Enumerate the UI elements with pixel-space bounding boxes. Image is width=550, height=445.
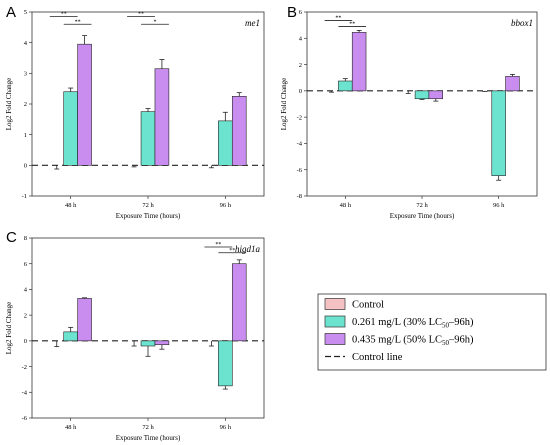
y-tick-label: -2: [297, 114, 302, 121]
bar-s2-c0: [77, 43, 92, 166]
y-tick-label: 4: [24, 40, 28, 47]
y-tick-label: -4: [22, 389, 28, 396]
y-tick-label: -8: [297, 193, 302, 200]
y-tick-label: 2: [299, 62, 302, 69]
significance-label: **: [138, 12, 144, 18]
x-tick-label: 48 h: [65, 202, 77, 209]
significance-label: **: [349, 21, 355, 27]
panel-letter: A: [6, 4, 16, 21]
y-tick-label: 0: [24, 338, 27, 345]
x-tick-label: 72 h: [416, 202, 428, 209]
legend-label-3: Control line: [352, 352, 403, 363]
legend-label-2: 0.435 mg/L (50% LC50–96h): [352, 335, 474, 348]
bar-s1-c1: [414, 90, 430, 100]
bar-s1-c1: [140, 111, 156, 166]
y-axis-label: Log2 Fold Change: [280, 78, 288, 131]
x-axis-label: Exposure Time (hours): [116, 434, 181, 442]
bar-s2-c2: [505, 76, 520, 92]
significance-label: **: [61, 12, 67, 18]
x-tick-label: 72 h: [142, 424, 154, 431]
bar-s2-c1: [428, 90, 443, 100]
legend-swatch-0: [324, 298, 346, 310]
legend-frame: [317, 293, 547, 371]
y-tick-label: 6: [299, 9, 303, 16]
y-tick-label: -1: [22, 193, 27, 200]
y-tick-label: 4: [299, 35, 303, 42]
bar-s1-c2: [218, 120, 233, 166]
x-axis-label: Exposure Time (hours): [116, 212, 181, 220]
gene-label: higd1a: [235, 244, 261, 254]
bar-s2-c2: [231, 263, 247, 342]
y-tick-label: -6: [297, 167, 303, 174]
x-tick-label: 96 h: [493, 202, 505, 209]
gene-label: me1: [245, 18, 260, 28]
y-tick-label: -6: [22, 415, 28, 422]
x-tick-label: 48 h: [340, 202, 352, 209]
y-tick-label: 1: [24, 132, 27, 139]
y-tick-label: 0: [299, 88, 302, 95]
y-tick-label: 2: [24, 101, 27, 108]
bar-s1-c0: [338, 80, 353, 92]
y-tick-label: 2: [24, 312, 27, 319]
y-tick-label: 0: [24, 163, 27, 170]
bar-s1-c0: [63, 91, 78, 166]
significance-label: **: [75, 19, 81, 25]
x-tick-label: 72 h: [142, 202, 154, 209]
bar-s1-c0: [63, 331, 78, 342]
x-tick-label: 96 h: [220, 202, 232, 209]
legend: Control 0.261 mg/L (30% LC50–96h) 0.435 mg…: [317, 293, 547, 371]
bar-s1-c2: [218, 340, 233, 387]
bar-s1-c1: [140, 340, 156, 347]
significance-label: **: [335, 16, 341, 22]
significance-label: **: [229, 248, 235, 254]
y-tick-label: 8: [24, 235, 27, 242]
legend-label-0: Control: [352, 300, 384, 311]
y-tick-label: -4: [297, 141, 303, 148]
bar-s2-c1: [154, 68, 170, 166]
y-tick-label: 5: [24, 9, 27, 16]
gene-label: bbox1: [511, 18, 533, 28]
x-axis-label: Exposure Time (hours): [390, 212, 455, 220]
y-axis-label: Log2 Fold Change: [5, 78, 13, 131]
panel-letter: C: [6, 229, 17, 246]
y-tick-label: 6: [24, 261, 28, 268]
y-tick-label: 4: [24, 287, 28, 294]
panel-letter: B: [287, 4, 297, 21]
legend-swatch-2: [324, 333, 346, 345]
x-tick-label: 48 h: [65, 424, 77, 431]
y-axis-label: Log2 Fold Change: [5, 302, 13, 355]
significance-label: **: [215, 242, 221, 248]
legend-label-1: 0.261 mg/L (30% LC50–96h): [352, 317, 474, 330]
legend-swatch-1: [324, 315, 346, 328]
bar-s2-c0: [77, 298, 92, 342]
x-tick-label: 96 h: [220, 424, 232, 431]
bar-s2-c2: [231, 96, 247, 166]
significance-label: *: [153, 19, 156, 25]
bar-s1-c2: [491, 90, 506, 176]
bar-s2-c0: [351, 32, 367, 92]
bar-s2-c1: [154, 340, 170, 346]
plot-frame: [31, 237, 265, 419]
y-tick-label: 3: [24, 71, 27, 78]
y-tick-label: -2: [22, 364, 27, 371]
